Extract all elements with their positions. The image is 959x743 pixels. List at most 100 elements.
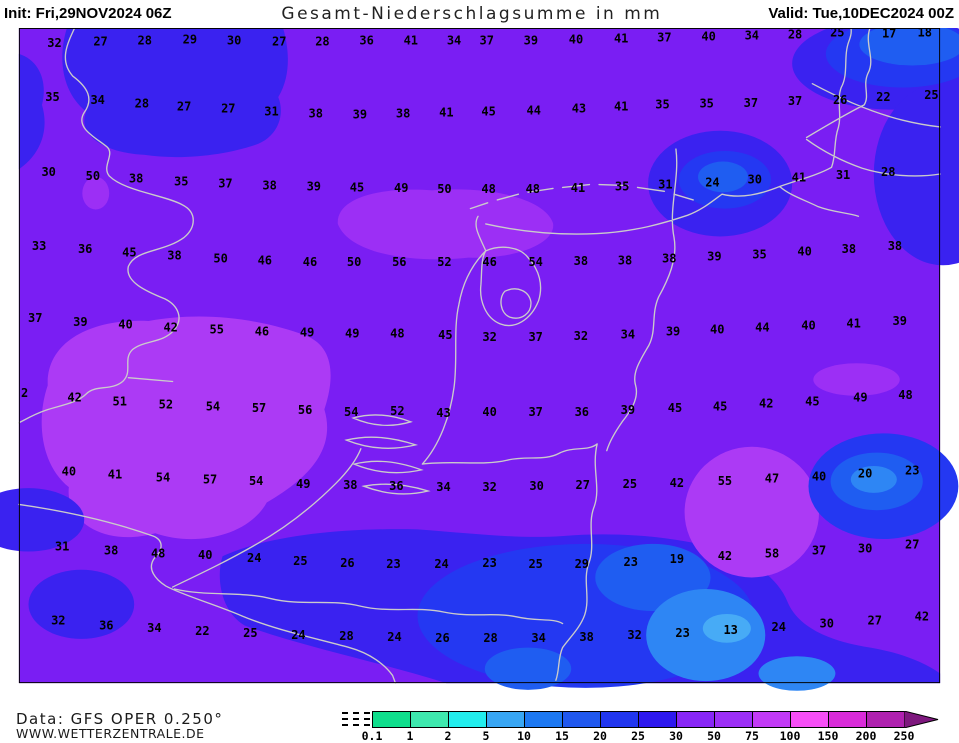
legend-segment: [410, 711, 449, 728]
grid-value: 22: [876, 90, 890, 104]
grid-value: 44: [527, 103, 541, 117]
grid-value: 23: [482, 556, 496, 570]
grid-value: 38: [574, 254, 588, 268]
precip-shading: [0, 28, 959, 691]
grid-value: 54: [528, 255, 542, 269]
grid-value: 41: [439, 105, 453, 119]
grid-value: 37: [528, 405, 542, 419]
grid-value: 28: [138, 33, 152, 47]
grid-value: 45: [350, 180, 364, 194]
legend-tick: 30: [669, 729, 683, 743]
grid-value: 24: [387, 630, 401, 644]
grid-value: 38: [618, 253, 632, 267]
grid-value: 36: [99, 618, 113, 632]
legend-segment: [448, 711, 487, 728]
legend-tick: 15: [555, 729, 569, 743]
legend-segment: [866, 711, 905, 728]
legend-segment: [486, 711, 525, 728]
legend-segment: [828, 711, 867, 728]
grid-value: 51: [113, 395, 127, 409]
grid-value: 29: [575, 557, 589, 571]
grid-value: 24: [434, 557, 448, 571]
grid-value: 32: [482, 480, 496, 494]
coastlines: [18, 28, 941, 684]
grid-value: 44: [755, 321, 769, 335]
grid-value: 32: [51, 614, 65, 628]
grid-value: 32: [627, 628, 641, 642]
grid-value: 2: [21, 386, 28, 400]
grid-value: 40: [701, 29, 715, 43]
grid-value: 31: [264, 104, 278, 118]
grid-value: 27: [93, 34, 107, 48]
grid-value: 36: [359, 33, 373, 47]
legend-trace-box: [342, 711, 370, 727]
grid-value: 32: [574, 329, 588, 343]
grid-value: 17: [882, 28, 896, 41]
grid-value: 18: [917, 28, 931, 40]
grid-value: 45: [122, 246, 136, 260]
grid-value: 39: [707, 249, 721, 263]
grid-value: 30: [529, 479, 543, 493]
grid-value: 42: [67, 391, 81, 405]
legend-tick: 2: [444, 729, 452, 743]
grid-value: 35: [45, 90, 59, 104]
grid-value: 30: [858, 541, 872, 555]
legend-segment: [752, 711, 791, 728]
legend-segment: [600, 711, 639, 728]
grid-value: 39: [893, 314, 907, 328]
grid-value: 30: [820, 616, 834, 630]
grid-value: 55: [718, 474, 732, 488]
grid-value: 32: [482, 330, 496, 344]
grid-value: 46: [258, 253, 272, 267]
grid-value: 38: [662, 251, 676, 265]
grid-value: 37: [657, 30, 671, 44]
grid-value: 42: [670, 476, 684, 490]
legend-segment: [524, 711, 563, 728]
grid-value: 36: [78, 242, 92, 256]
grid-value: 40: [797, 245, 811, 259]
grid-value: 28: [788, 28, 802, 42]
grid-value: 24: [705, 175, 719, 189]
grid-value: 41: [792, 171, 806, 185]
grid-value: 31: [55, 540, 69, 554]
grid-value: 38: [167, 248, 181, 262]
grid-value: 48: [481, 182, 495, 196]
grid-value: 42: [915, 610, 929, 624]
grid-value: 43: [572, 102, 586, 116]
grid-value: 54: [156, 470, 170, 484]
grid-value: 46: [482, 255, 496, 269]
legend-segment: [714, 711, 753, 728]
grid-value: 45: [481, 104, 495, 118]
grid-value: 28: [315, 34, 329, 48]
grid-value: 23: [905, 464, 919, 478]
grid-value: 24: [771, 620, 785, 634]
grid-value: 39: [307, 179, 321, 193]
grid-value: 38: [104, 543, 118, 557]
grid-value: 39: [666, 324, 680, 338]
grid-value: 48: [526, 182, 540, 196]
grid-value: 40: [62, 465, 76, 479]
grid-value: 25: [924, 88, 938, 102]
grid-value: 54: [344, 405, 358, 419]
grid-value: 35: [752, 248, 766, 262]
grid-value: 24: [291, 628, 305, 642]
grid-value: 34: [745, 29, 759, 43]
grid-value: 49: [345, 326, 359, 340]
color-scale-legend: 0.1 1 2 5 10 15 20 25 30 50 75 100 150 200 250: [0, 710, 959, 743]
grid-value: 20: [858, 467, 872, 481]
map-canvas: 32 27 28 29 30 27 28 36 41 34 37 39 40 41 37 40 34 28 25 17…: [0, 28, 959, 691]
legend-tick: 250: [893, 729, 915, 743]
grid-value: 25: [528, 557, 542, 571]
grid-value: 35: [174, 175, 188, 189]
grid-value: 46: [303, 255, 317, 269]
grid-value: 50: [86, 169, 100, 183]
grid-value: 29: [183, 32, 197, 46]
data-source-label: Data: GFS OPER 0.250°: [16, 710, 224, 728]
grid-value: 25: [830, 28, 844, 40]
grid-value: 52: [390, 404, 404, 418]
grid-value: 26: [833, 93, 847, 107]
grid-value: 38: [842, 242, 856, 256]
grid-value: 41: [571, 181, 585, 195]
grid-value: 13: [723, 623, 737, 637]
